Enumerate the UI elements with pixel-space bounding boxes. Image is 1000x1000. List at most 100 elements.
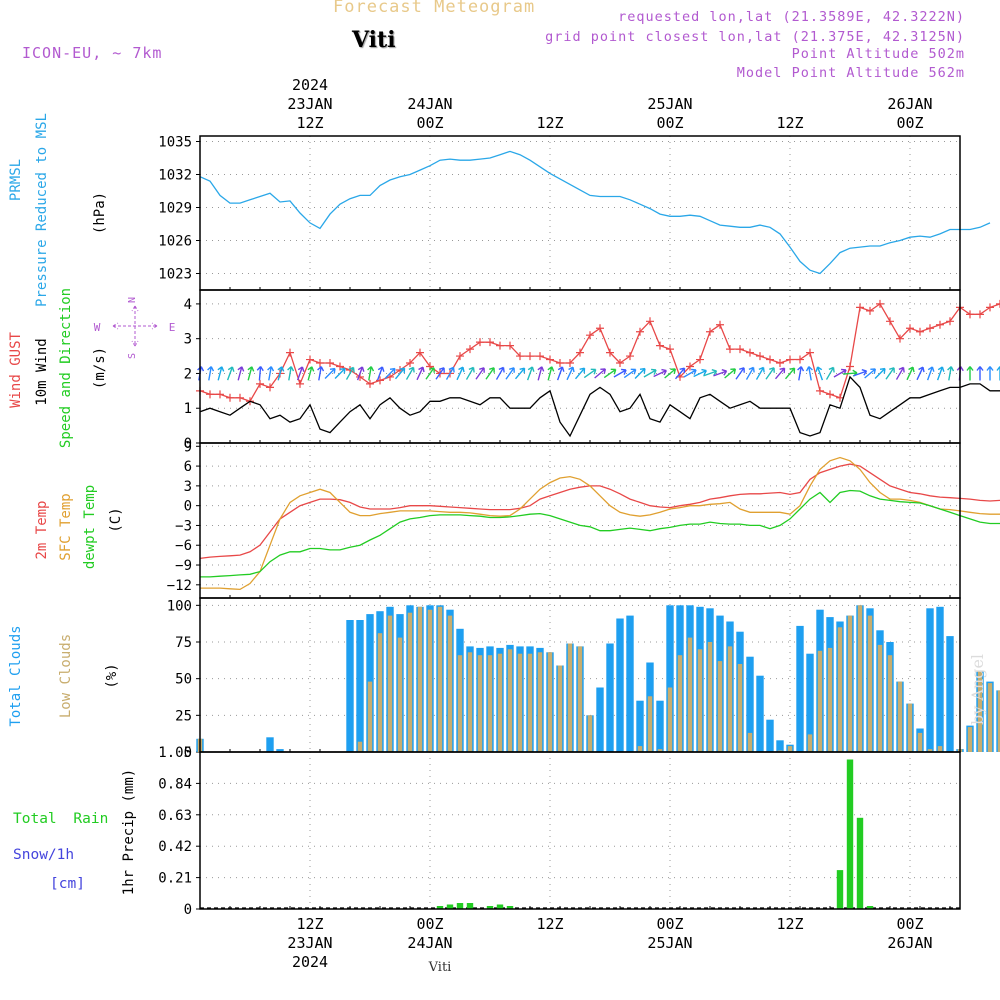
low-cloud-bar — [897, 681, 903, 752]
gust-point — [796, 355, 804, 364]
wind-arrow — [936, 366, 945, 381]
wind-arrow-shape — [745, 366, 755, 380]
wind-arrow-shape — [784, 367, 796, 380]
low-cloud-bar — [377, 633, 383, 752]
temp-unit-label: (C) — [108, 507, 124, 532]
low-cloud-bar — [717, 661, 723, 752]
gust-point — [856, 303, 864, 312]
bottom-time-label: 23JAN — [287, 934, 332, 952]
wind-arrow — [885, 367, 895, 380]
gust-point — [986, 303, 994, 312]
low-cloud-bar — [457, 655, 463, 752]
wind-arrow — [495, 366, 505, 380]
total-cloud-bar — [356, 620, 364, 752]
wind-arrow — [916, 366, 925, 381]
rain-bar — [846, 759, 854, 909]
wind-arrow-shape — [547, 366, 555, 381]
gust-point — [496, 341, 504, 350]
wind-arrow — [405, 366, 415, 380]
wind-arrow — [825, 366, 835, 380]
gust-point — [596, 324, 604, 333]
gust-point — [706, 327, 714, 336]
wind-arrow-shape — [724, 368, 737, 379]
y-tick-label: 0 — [184, 902, 192, 918]
temp-sfc-side-label: SFC Temp — [58, 493, 74, 560]
low-cloud-bar — [747, 732, 753, 752]
wind-arrow-shape — [345, 366, 355, 380]
low-cloud-bar — [647, 696, 653, 752]
wind-arrow-shape — [475, 367, 485, 380]
wind-arrow-shape — [256, 366, 264, 381]
gust-point — [756, 352, 764, 361]
wind-arrow-shape — [376, 366, 385, 381]
pressure-line — [199, 150, 991, 275]
wind-arrow — [277, 366, 285, 381]
wind-series — [199, 375, 1000, 438]
total-cloud-bar — [946, 636, 954, 752]
wind-arrow-shape — [317, 366, 325, 381]
wind-arrow-shape — [815, 366, 824, 381]
y-tick-label: 1032 — [158, 168, 192, 184]
gust-point — [296, 379, 304, 388]
gust-point — [626, 352, 634, 361]
gust-point — [806, 348, 814, 357]
total-cloud-bar — [346, 620, 354, 752]
wind-arrow-shape — [653, 368, 667, 378]
wind-speed-line — [199, 375, 1000, 438]
total-cloud-bar — [926, 608, 934, 752]
low-cloud-bar — [397, 637, 403, 752]
total-cloud-bar — [276, 749, 284, 752]
pressure-side-label-1: PRMSL — [8, 159, 24, 201]
dewpt-line — [200, 489, 1000, 578]
wind-arrow-shape — [574, 367, 586, 380]
low-cloud-bar — [867, 615, 873, 752]
wind-arrow-shape — [445, 366, 455, 380]
wind-arrow — [435, 367, 445, 380]
low-cloud-bar — [507, 649, 513, 752]
wind-arrow-shape — [755, 366, 765, 380]
y-tick-label: −9 — [175, 558, 192, 574]
wind-arrow-shape — [334, 367, 346, 379]
low-cloud-bar — [637, 746, 643, 752]
y-tick-label: 6 — [184, 459, 192, 475]
wind-arrow — [603, 368, 617, 379]
chart-title: Forecast Meteogram — [333, 0, 536, 17]
wind-arrow-shape — [864, 368, 877, 379]
compass-w: W — [94, 321, 101, 334]
top-time-label: 12Z — [296, 114, 323, 132]
wind-arrow — [713, 368, 728, 377]
wind-arrow-shape — [947, 366, 955, 381]
y-tick-label: 0 — [184, 745, 192, 761]
pressure-side-label-2: Pressure Reduced to MSL — [34, 113, 50, 307]
y-tick-label: 1026 — [158, 234, 192, 250]
y-tick-label: 1029 — [158, 201, 192, 217]
wind-arrows — [197, 366, 1000, 381]
wind-arrow-shape — [916, 366, 925, 381]
wind-arrow-shape — [226, 366, 235, 381]
wind-arrow — [895, 366, 905, 380]
wind-arrow — [256, 366, 264, 381]
top-time-label: 26JAN — [887, 95, 932, 113]
wind-arrow — [287, 366, 295, 381]
wind-arrow-shape — [425, 367, 435, 380]
low-cloud-bar — [467, 652, 473, 752]
wind-arrow-shape — [465, 366, 475, 380]
wind-arrow-shape — [356, 366, 365, 381]
low-cloud-bar — [547, 652, 553, 752]
bottom-time-label: 25JAN — [647, 934, 692, 952]
low-cloud-bar — [427, 609, 433, 752]
wind-arrow-shape — [217, 366, 225, 381]
wind-arrow-shape — [703, 368, 718, 377]
pressure-unit-label: (hPa) — [92, 192, 108, 234]
wind-arrow-shape — [603, 368, 617, 379]
model-altitude: Model Point Altitude 562m — [736, 65, 965, 81]
low-cloud-bar — [907, 703, 913, 752]
y-tick-label: 25 — [175, 708, 192, 724]
gust-point — [826, 390, 834, 399]
rain-bar — [486, 906, 494, 909]
rain-bar — [506, 906, 514, 909]
wind-arrow-shape — [825, 366, 835, 380]
y-tick-label: −3 — [175, 518, 192, 534]
gust-point — [646, 317, 654, 326]
top-time-label: 12Z — [536, 114, 563, 132]
